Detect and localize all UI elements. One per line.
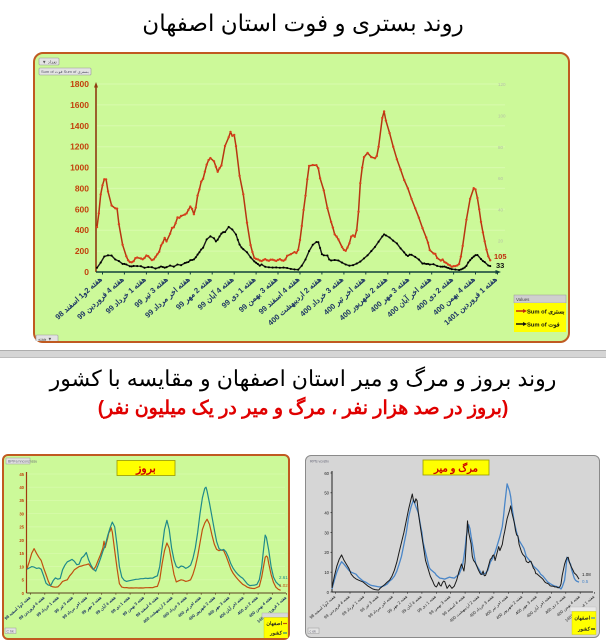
svg-text:Sum of بستری: Sum of بستری (527, 310, 565, 316)
svg-text:Sum of فوت: Sum of فوت (527, 323, 560, 329)
svg-text:1.02: 1.02 (279, 583, 288, 588)
svg-text:0: 0 (84, 267, 89, 277)
svg-text:0: 0 (327, 590, 330, 595)
svg-text:15: 15 (19, 551, 24, 556)
svg-text:30: 30 (324, 530, 329, 535)
svg-text:کشور: کشور (269, 631, 282, 637)
svg-text:مرگ و میر: مرگ و میر (433, 462, 478, 475)
svg-text:1.08: 1.08 (582, 572, 591, 577)
svg-text:Values: Values (516, 297, 530, 302)
svg-text:10: 10 (19, 564, 24, 569)
svg-text:Sum of فوت Sum of بستری: Sum of فوت Sum of بستری (41, 69, 89, 74)
svg-text:105: 105 (494, 252, 507, 261)
svg-text:20: 20 (19, 538, 24, 543)
svg-text:RPfs vcvzllx: RPfs vcvzllx (310, 460, 329, 464)
svg-text:60: 60 (498, 176, 504, 181)
svg-text:▼ تعداد: ▼ تعداد (42, 60, 58, 65)
svg-text:30: 30 (19, 512, 24, 517)
svg-text:c ek: c ek (310, 630, 317, 634)
svg-text:600: 600 (75, 204, 89, 214)
svg-text:200: 200 (75, 246, 89, 256)
svg-text:20: 20 (324, 550, 329, 555)
svg-text:1600: 1600 (70, 100, 89, 110)
svg-text:20: 20 (498, 239, 504, 244)
svg-text:1200: 1200 (70, 142, 89, 152)
svg-text:60: 60 (324, 471, 329, 476)
svg-text:0: 0 (22, 591, 25, 596)
svg-text:هفته ▼: هفته ▼ (38, 337, 52, 342)
svg-text:5: 5 (22, 578, 25, 583)
svg-text:اصفهان: اصفهان (266, 621, 282, 627)
svg-text:400: 400 (75, 225, 89, 235)
svg-text:2.61: 2.61 (279, 575, 288, 580)
svg-text:BPiFa hnconznssu: BPiFa hnconznssu (8, 460, 37, 464)
svg-text:120: 120 (498, 82, 506, 87)
svg-text:45: 45 (19, 472, 24, 477)
svg-text:40: 40 (498, 207, 504, 212)
svg-text:1000: 1000 (70, 163, 89, 173)
svg-text:80: 80 (498, 145, 504, 150)
svg-text:25: 25 (19, 525, 24, 530)
svg-text:اصفهان: اصفهان (574, 616, 590, 622)
svg-text:40: 40 (324, 511, 329, 516)
svg-text:10: 10 (324, 570, 329, 575)
svg-text:33: 33 (496, 261, 504, 270)
svg-text:800: 800 (75, 183, 89, 193)
svg-text:بروز: بروز (135, 463, 156, 475)
svg-text:1800: 1800 (70, 79, 89, 89)
svg-text:1400: 1400 (70, 121, 89, 131)
svg-text:C hk: C hk (7, 630, 14, 634)
svg-text:40: 40 (19, 485, 24, 490)
svg-text:کشور: کشور (577, 627, 590, 633)
svg-text:100: 100 (498, 114, 506, 119)
svg-text:50: 50 (324, 491, 329, 496)
svg-text:0.5: 0.5 (582, 579, 589, 584)
svg-text:35: 35 (19, 498, 24, 503)
